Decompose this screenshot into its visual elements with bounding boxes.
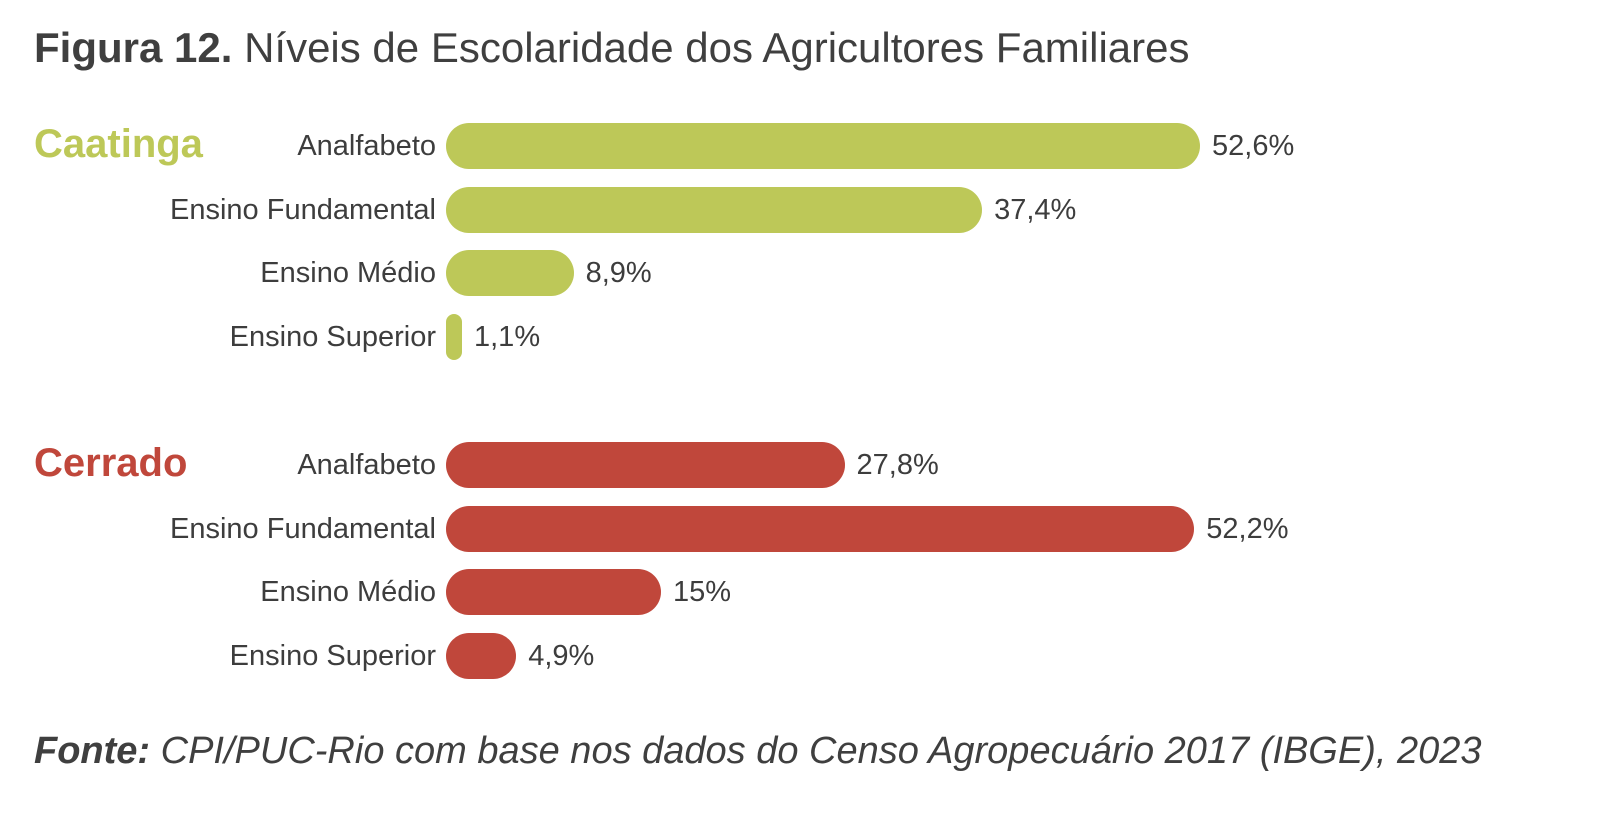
chart-title: Figura 12. Níveis de Escolaridade dos Ag… (34, 22, 1190, 74)
category-label-caatinga-analfabeto: Analfabeto (297, 130, 436, 162)
category-label-cerrado-analfabeto: Analfabeto (297, 449, 436, 481)
category-label-cerrado-ensino-fundamental: Ensino Fundamental (170, 512, 436, 545)
bar-caatinga-ensino-fundamental (446, 186, 983, 233)
source-text: CPI/PUC-Rio com base nos dados do Censo … (160, 730, 1482, 772)
chart-title-prefix: Figura 12. (34, 24, 233, 71)
category-label-caatinga-ensino-superior: Ensino Superior (229, 320, 436, 353)
value-label-cerrado-ensino-superior: 4,9% (528, 639, 595, 672)
value-label-cerrado-ensino-fundamental: 52,2% (1206, 512, 1289, 545)
value-label-cerrado-ensino-medio: 15% (673, 576, 732, 608)
group-label-caatinga: Caatinga (34, 122, 203, 166)
bar-cerrado-ensino-medio (446, 569, 662, 615)
value-label-caatinga-ensino-superior: 1,1% (474, 320, 541, 353)
bar-caatinga-ensino-medio (446, 250, 574, 296)
group-label-cerrado: Cerrado (34, 441, 188, 485)
chart-title-text: Níveis de Escolaridade dos Agricultores … (244, 24, 1190, 71)
bar-cerrado-analfabeto (446, 442, 845, 488)
value-label-caatinga-ensino-fundamental: 37,4% (994, 193, 1077, 226)
category-label-caatinga-ensino-fundamental: Ensino Fundamental (170, 193, 436, 226)
chart-source: Fonte: CPI/PUC-Rio com base nos dados do… (34, 726, 1482, 776)
category-label-cerrado-ensino-superior: Ensino Superior (229, 639, 436, 672)
category-label-cerrado-ensino-medio: Ensino Médio (260, 576, 436, 608)
category-label-caatinga-ensino-medio: Ensino Médio (260, 257, 436, 289)
bar-caatinga-ensino-superior (446, 313, 462, 360)
value-label-caatinga-ensino-medio: 8,9% (585, 257, 652, 289)
value-label-caatinga-analfabeto: 52,6% (1212, 130, 1295, 162)
bar-cerrado-ensino-fundamental (446, 505, 1195, 552)
source-prefix: Fonte: (34, 730, 151, 772)
value-label-cerrado-analfabeto: 27,8% (856, 449, 939, 481)
bar-cerrado-ensino-superior (446, 632, 517, 679)
bar-caatinga-analfabeto (446, 123, 1200, 169)
